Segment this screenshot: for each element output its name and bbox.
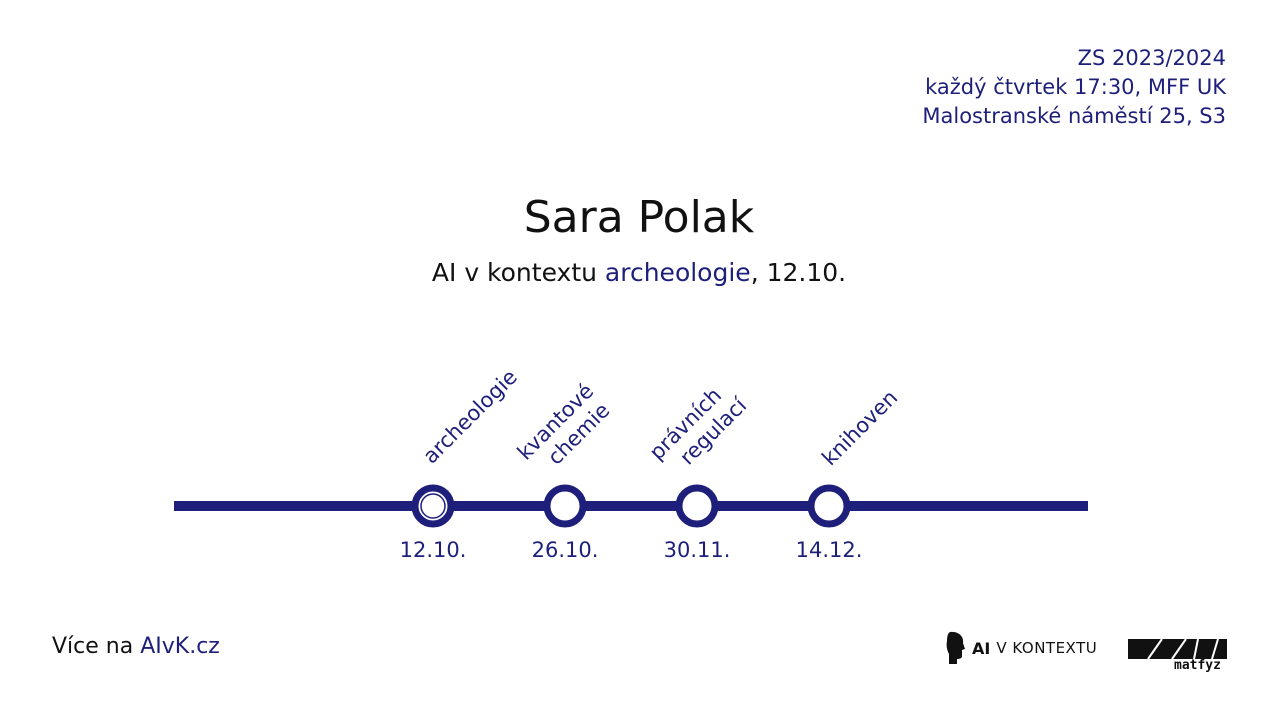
logo-kontext-text: V KONTEXTU [996, 639, 1098, 657]
timeline-stop-circle [543, 484, 587, 528]
ai-v-kontextu-logo: AI V KONTEXTU [946, 630, 1097, 666]
more-info: Více na AIvK.cz [52, 634, 220, 659]
talk-subtitle: AI v kontextu archeologie, 12.10. [0, 258, 1278, 287]
matfyz-wordmark: matfyz [1174, 658, 1221, 673]
stop-date: 26.10. [531, 538, 599, 562]
location-text: Malostranské náměstí 25, S3 [922, 104, 1226, 128]
matfyz-mark-icon [1128, 638, 1227, 660]
current-stop-marker [420, 493, 446, 519]
head-silhouette-icon [946, 631, 965, 664]
matfyz-logo: matfyz [1128, 638, 1228, 678]
speaker-name: Sara Polak [523, 192, 755, 243]
stop-date: 14.12. [795, 538, 863, 562]
stop-date: 12.10. [399, 538, 467, 562]
timeline-stop-circle [807, 484, 851, 528]
event-info: ZS 2023/2024 každý čtvrtek 17:30, MFF UK… [922, 44, 1226, 131]
semester-text: ZS 2023/2024 [1077, 46, 1226, 70]
talk-suffix: , 12.10. [750, 258, 847, 287]
more-prefix: Více na [52, 634, 141, 659]
talk-topic: archeologie [604, 258, 751, 287]
talk-prefix: AI v kontextu [431, 258, 605, 287]
website-link[interactable]: AIvK.cz [140, 634, 220, 659]
stop-date: 30.11. [663, 538, 731, 562]
logo-ai-text: AI [972, 638, 991, 658]
timeline-stop-circle [675, 484, 719, 528]
schedule-text: každý čtvrtek 17:30, MFF UK [925, 75, 1226, 99]
